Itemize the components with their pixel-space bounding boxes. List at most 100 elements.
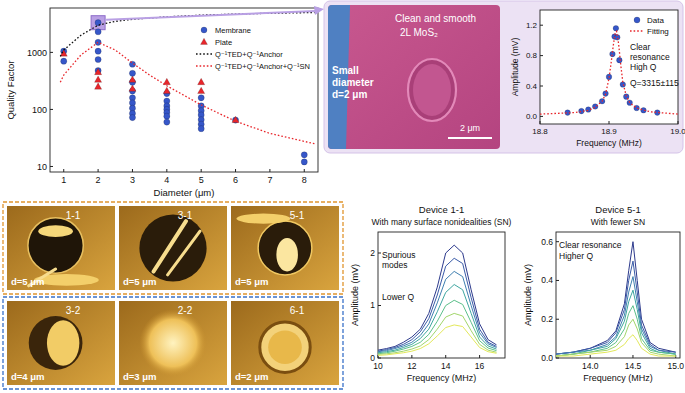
- point: [95, 68, 102, 74]
- frame: [556, 232, 680, 358]
- annotation: Clear: [630, 42, 650, 52]
- figure: 12345678101001000Diameter (μm)Quality Fa…: [0, 0, 685, 393]
- x-tick-label: 7: [267, 175, 272, 185]
- x-tick-label: 14.5: [625, 361, 642, 371]
- afm-bg: [7, 301, 115, 385]
- panel-bg: [324, 1, 683, 153]
- y-tick-label: 10: [37, 162, 47, 172]
- axes: 18.818.919.00.00.40.81.2Frequency (MHz)A…: [510, 10, 685, 148]
- plot-area: [60, 13, 314, 166]
- title: Device 1-1: [419, 204, 464, 215]
- y-tick: [540, 25, 543, 26]
- sem-text: d=2 μm: [332, 89, 367, 100]
- afm-image: [231, 206, 339, 290]
- legend-label: Q⁻¹TED+Q⁻¹Anchor+Q⁻¹SN: [215, 62, 310, 71]
- point: [301, 159, 307, 165]
- afm-feature: [258, 221, 312, 275]
- x-tick: [590, 355, 591, 358]
- annotation: Q=3315±115: [630, 78, 679, 88]
- legend-line: [196, 53, 212, 54]
- axes: 10121416012Frequency (MHz)Amplitude (mV): [350, 232, 505, 383]
- annotation: Higher Q: [559, 251, 593, 261]
- x-tick: [63, 169, 64, 172]
- x-tick: [609, 121, 610, 124]
- x-tick-label: 8: [302, 175, 307, 185]
- afm-feature: [47, 320, 79, 365]
- point: [301, 152, 307, 158]
- highlight-arrow: [106, 11, 316, 20]
- x-tick-label: 3: [130, 175, 135, 185]
- x-tick: [678, 121, 679, 124]
- y-tick: [556, 280, 559, 281]
- point: [95, 83, 102, 89]
- y-tick-label: 100: [32, 105, 47, 115]
- y-tick: [378, 253, 381, 254]
- legend-label: Fitting: [647, 27, 669, 36]
- point: [61, 58, 67, 64]
- y-tick-label: 0.8: [526, 51, 538, 60]
- frame: [378, 232, 505, 358]
- afm-feature: [139, 214, 206, 281]
- line: [556, 290, 676, 356]
- point: [95, 48, 101, 54]
- afm-image: [119, 301, 227, 385]
- afm-bg: [119, 301, 227, 385]
- x-tick-label: 6: [233, 175, 238, 185]
- y-tick: [540, 116, 543, 117]
- title: Device 5-1: [595, 204, 640, 215]
- afm-image: [7, 301, 115, 385]
- legend-line: [196, 65, 212, 66]
- legend-line: [630, 30, 644, 31]
- x-tick: [304, 169, 305, 172]
- point: [613, 25, 619, 31]
- subtitle: With many surface nonidealities (SN): [372, 217, 512, 227]
- point: [95, 76, 102, 82]
- afm-feature: [168, 231, 200, 275]
- point: [129, 114, 135, 120]
- afm-id: 5-1: [290, 210, 305, 221]
- y-tick: [378, 358, 381, 359]
- line: [556, 319, 676, 356]
- y-tick-label: 0.6: [541, 237, 553, 247]
- x-tick: [235, 169, 236, 172]
- annotation: resonance: [630, 52, 670, 62]
- point: [198, 87, 205, 93]
- plot-bg: [540, 10, 678, 124]
- x-tick: [132, 169, 133, 172]
- afm-feature: [236, 214, 290, 224]
- y-tick-label: 0.2: [541, 314, 553, 324]
- point: [617, 57, 623, 63]
- afm-diameter: d=5 μm: [123, 276, 157, 287]
- line: [378, 258, 497, 351]
- afm-feature: [139, 309, 206, 376]
- y-tick: [50, 109, 53, 110]
- subtitle: With fewer SN: [591, 217, 645, 227]
- line: [556, 261, 676, 354]
- afm-diameter: d=5 μm: [235, 276, 269, 287]
- point: [95, 20, 101, 26]
- y-tick: [540, 55, 543, 56]
- y-tick-label: 1000: [27, 48, 47, 58]
- sem-text: diameter: [332, 77, 374, 88]
- x-tick-label: 14.0: [582, 361, 599, 371]
- x-tick: [98, 169, 99, 172]
- afm-feature: [154, 221, 186, 271]
- y-tick-label: 0.0: [526, 112, 538, 121]
- legend-label: Q⁻¹TED+Q⁻¹Anchor: [215, 50, 283, 59]
- x-tick: [632, 355, 633, 358]
- x-tick-label: 2: [96, 175, 101, 185]
- point: [592, 104, 598, 110]
- y-tick-label: 1.2: [526, 21, 538, 30]
- legend: MembranePlateQ⁻¹TED+Q⁻¹AnchorQ⁻¹TED+Q⁻¹A…: [196, 26, 310, 71]
- x-axis-title: Frequency (MHz): [576, 138, 642, 148]
- afm-image: [231, 301, 339, 385]
- afm-diameter: d=3 μm: [123, 371, 157, 382]
- x-tick: [445, 355, 446, 358]
- legend-marker: [201, 38, 208, 44]
- afm-feature: [276, 238, 298, 272]
- y-tick: [50, 52, 53, 53]
- afm-diameter: d=4 μm: [11, 371, 45, 382]
- afm-id: 6-1: [290, 305, 305, 316]
- point: [95, 29, 101, 35]
- y-tick-label: 1: [370, 300, 375, 310]
